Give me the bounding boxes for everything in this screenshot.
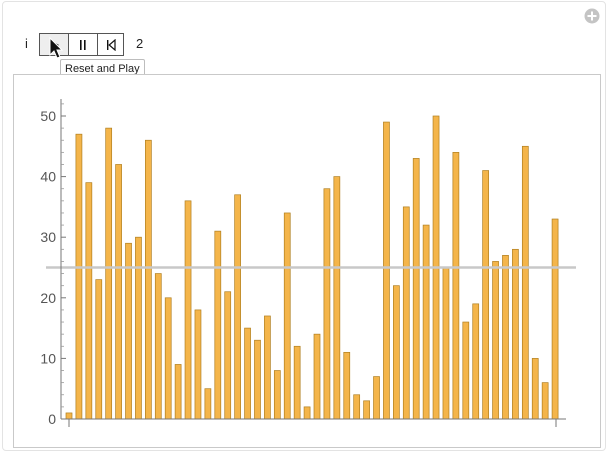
bar: [154, 273, 162, 420]
bar: [75, 133, 83, 420]
step-back-icon: [106, 38, 116, 51]
bar: [283, 212, 291, 420]
bar: [343, 351, 351, 420]
bar: [402, 206, 410, 420]
bar: [254, 339, 261, 420]
y-tick-label: 40: [40, 169, 56, 185]
bar: [264, 315, 271, 420]
bar: [512, 248, 519, 420]
add-icon[interactable]: [584, 8, 600, 24]
animation-controls: [39, 33, 124, 56]
variable-label: i: [25, 36, 28, 51]
bar: [551, 218, 559, 420]
bar: [115, 164, 122, 420]
bar: [273, 370, 281, 420]
bar: [442, 267, 450, 420]
bar: [135, 236, 142, 420]
bar: [95, 279, 103, 420]
bar: [541, 382, 549, 420]
bar: [145, 139, 152, 420]
bar: [492, 261, 499, 420]
pause-icon: [80, 39, 86, 50]
bar: [462, 321, 470, 420]
bar: [244, 327, 251, 420]
bar: [293, 345, 301, 420]
bar: [214, 230, 222, 420]
bar: [164, 297, 172, 420]
bar: [323, 188, 331, 420]
bar: [174, 364, 182, 420]
bar: [204, 388, 212, 420]
bar: [422, 224, 430, 420]
bar: [452, 152, 460, 420]
bar: [184, 200, 192, 420]
bar: [65, 412, 73, 420]
bar: [521, 145, 529, 420]
bar: [224, 291, 232, 420]
bar: [303, 406, 311, 420]
bar: [194, 309, 202, 420]
bar: [333, 176, 341, 420]
y-tick-label: 10: [40, 350, 56, 366]
bar: [472, 303, 480, 420]
y-tick-label: 0: [48, 411, 56, 427]
y-tick-label: 20: [40, 290, 56, 306]
bar: [234, 194, 241, 420]
pause-button[interactable]: [69, 34, 98, 55]
bar: [85, 182, 93, 420]
bar: [383, 121, 390, 420]
y-tick-label: 30: [40, 229, 56, 245]
bar: [482, 170, 489, 420]
bar: [313, 333, 321, 420]
counter-value: 2: [136, 36, 144, 51]
bar: [353, 394, 361, 420]
bar: [502, 255, 509, 420]
bar: [363, 400, 370, 420]
step-back-button[interactable]: [98, 34, 123, 55]
bar: [393, 285, 400, 420]
plot-panel: 0 10 20 30 40 50: [13, 74, 601, 448]
mouse-cursor-icon: [49, 37, 64, 59]
bar: [125, 242, 132, 420]
bar: [412, 158, 420, 420]
bar: [373, 376, 380, 420]
bar: [105, 127, 113, 420]
y-tick-label: 50: [40, 108, 56, 124]
bar: [531, 358, 539, 420]
bar-chart: 0 10 20 30 40 50: [40, 99, 576, 427]
